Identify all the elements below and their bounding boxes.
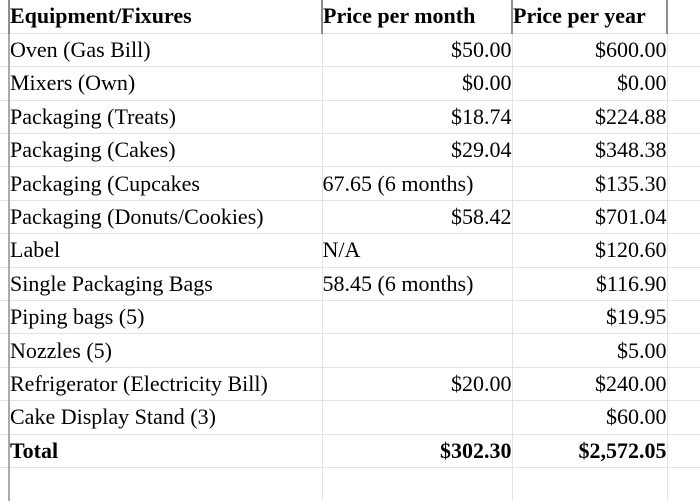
cell-gutter[interactable] <box>0 233 10 268</box>
empty-row <box>0 467 700 501</box>
cell-equipment-name[interactable]: Oven (Gas Bill) <box>9 33 323 68</box>
cell-empty[interactable] <box>322 467 513 501</box>
cell-extra[interactable] <box>667 367 700 402</box>
cell-gutter[interactable] <box>0 33 10 68</box>
cell-total-year[interactable]: $2,572.05 <box>512 434 668 468</box>
cell-gutter[interactable] <box>0 467 10 501</box>
cell-price-year[interactable]: $0.00 <box>512 66 668 101</box>
table-row: Nozzles (5) $5.00 <box>0 333 700 368</box>
table-row: Label N/A $120.60 <box>0 233 700 268</box>
cell-empty[interactable] <box>9 467 323 501</box>
cell-equipment-name[interactable]: Packaging (Cakes) <box>9 133 323 168</box>
cell-empty[interactable] <box>667 467 700 500</box>
cell-price-year[interactable]: $701.04 <box>512 200 668 235</box>
cell-equipment-name[interactable]: Refrigerator (Electricity Bill) <box>9 367 323 402</box>
cell-extra[interactable] <box>667 400 700 435</box>
cell-extra[interactable] <box>667 100 700 135</box>
cell-gutter[interactable] <box>0 434 10 468</box>
cell-price-month[interactable]: $29.04 <box>322 133 513 168</box>
table-row: Cake Display Stand (3) $60.00 <box>0 400 700 435</box>
cell-equipment-name[interactable]: Piping bags (5) <box>9 300 323 335</box>
cell-gutter[interactable] <box>0 267 10 302</box>
cell-equipment-name[interactable]: Nozzles (5) <box>9 333 323 368</box>
table-row: Packaging (Cupcakes 67.65 (6 months) $13… <box>0 166 700 201</box>
cell-equipment-name[interactable]: Cake Display Stand (3) <box>9 400 323 435</box>
table-row: Oven (Gas Bill) $50.00 $600.00 <box>0 33 700 68</box>
cell-equipment-name[interactable]: Packaging (Donuts/Cookies) <box>9 200 323 235</box>
table-row: Packaging (Treats) $18.74 $224.88 <box>0 100 700 135</box>
cell-gutter[interactable] <box>0 133 10 168</box>
cell-price-month[interactable] <box>322 333 513 368</box>
cell-price-month[interactable]: N/A <box>322 233 513 268</box>
cell-equipment-name[interactable]: Packaging (Cupcakes <box>9 166 323 201</box>
cell-total-label[interactable]: Total <box>9 434 323 468</box>
table-row: Single Packaging Bags 58.45 (6 months) $… <box>0 267 700 302</box>
cell-gutter[interactable] <box>0 0 10 34</box>
cell-price-month[interactable] <box>322 400 513 435</box>
table-row: Mixers (Own) $0.00 $0.00 <box>0 66 700 101</box>
cell-price-year[interactable]: $600.00 <box>512 33 668 68</box>
cell-extra[interactable] <box>667 333 700 368</box>
cell-gutter[interactable] <box>0 400 10 435</box>
cell-equipment-name[interactable]: Packaging (Treats) <box>9 100 323 135</box>
cell-extra[interactable] <box>667 434 700 468</box>
cell-extra[interactable] <box>667 267 700 302</box>
cell-price-month[interactable]: $20.00 <box>322 367 513 402</box>
cell-extra[interactable] <box>667 66 700 101</box>
cell-price-year[interactable]: $5.00 <box>512 333 668 368</box>
cell-price-month[interactable]: 58.45 (6 months) <box>322 267 513 302</box>
cell-price-month[interactable]: $58.42 <box>322 200 513 235</box>
cell-price-year[interactable]: $348.38 <box>512 133 668 168</box>
header-price-month[interactable]: Price per month <box>322 0 513 34</box>
cell-equipment-name[interactable]: Label <box>9 233 323 268</box>
cell-price-month[interactable]: $0.00 <box>322 66 513 101</box>
cell-extra[interactable] <box>667 166 700 201</box>
cell-price-year[interactable]: $120.60 <box>512 233 668 268</box>
table-row: Packaging (Donuts/Cookies) $58.42 $701.0… <box>0 200 700 235</box>
cell-gutter[interactable] <box>0 300 10 335</box>
cell-price-year[interactable]: $240.00 <box>512 367 668 402</box>
table-row: Refrigerator (Electricity Bill) $20.00 $… <box>0 367 700 402</box>
cell-gutter[interactable] <box>0 333 10 368</box>
cell-price-month[interactable]: 67.65 (6 months) <box>322 166 513 201</box>
cell-gutter[interactable] <box>0 200 10 235</box>
cell-total-month[interactable]: $302.30 <box>322 434 513 468</box>
cell-extra[interactable] <box>667 33 700 68</box>
cell-price-month[interactable]: $18.74 <box>322 100 513 135</box>
total-row: Total $302.30 $2,572.05 <box>0 434 700 468</box>
cell-gutter[interactable] <box>0 66 10 101</box>
cell-extra[interactable] <box>667 200 700 235</box>
cell-extra[interactable] <box>667 300 700 335</box>
cell-extra[interactable] <box>667 133 700 168</box>
cell-price-year[interactable]: $19.95 <box>512 300 668 335</box>
cell-equipment-name[interactable]: Single Packaging Bags <box>9 267 323 302</box>
cell-extra[interactable] <box>667 0 700 34</box>
cell-price-month[interactable] <box>322 300 513 335</box>
cell-price-year[interactable]: $116.90 <box>512 267 668 302</box>
cell-gutter[interactable] <box>0 166 10 201</box>
cell-price-month[interactable]: $50.00 <box>322 33 513 68</box>
cell-gutter[interactable] <box>0 100 10 135</box>
table-row: Packaging (Cakes) $29.04 $348.38 <box>0 133 700 168</box>
table-row: Piping bags (5) $19.95 <box>0 300 700 335</box>
header-price-year[interactable]: Price per year <box>512 0 668 34</box>
cell-price-year[interactable]: $224.88 <box>512 100 668 135</box>
cell-equipment-name[interactable]: Mixers (Own) <box>9 66 323 101</box>
cell-empty[interactable] <box>512 467 668 501</box>
cell-extra[interactable] <box>667 233 700 268</box>
cell-price-year[interactable]: $135.30 <box>512 166 668 201</box>
header-equipment[interactable]: Equipment/Fixures <box>9 0 323 34</box>
cell-price-year[interactable]: $60.00 <box>512 400 668 435</box>
cell-gutter[interactable] <box>0 367 10 402</box>
header-row: Equipment/Fixures Price per month Price … <box>0 0 700 34</box>
